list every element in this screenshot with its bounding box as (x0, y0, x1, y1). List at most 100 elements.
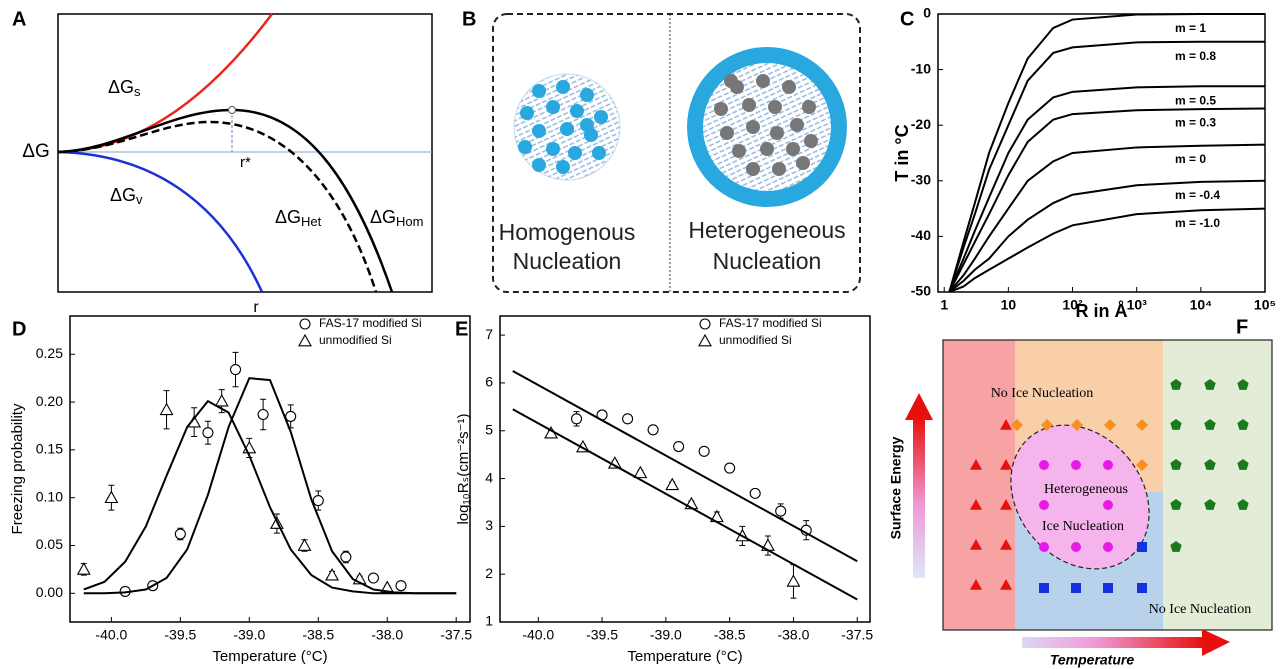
particle (556, 80, 570, 94)
square-marker (1103, 583, 1113, 593)
particle (724, 74, 738, 88)
legend-label: FAS-17 modified Si (719, 316, 822, 330)
diamond-marker (1011, 419, 1023, 431)
x-tick-label: -38.0 (371, 627, 403, 643)
square-marker (1137, 583, 1147, 593)
plot-frame (69, 315, 471, 623)
volume-curve (57, 150, 264, 293)
region (1163, 340, 1272, 630)
triangle-marker (786, 574, 801, 587)
het-curve (57, 120, 378, 293)
triangle-marker (970, 459, 982, 470)
panel-label: E (455, 318, 468, 340)
pentagon-marker (1170, 459, 1182, 470)
region-label: Heterogeneous (1044, 482, 1128, 497)
particle (570, 104, 584, 118)
triangle-marker (159, 402, 174, 416)
circle-marker (1103, 500, 1113, 510)
diamond-marker (1071, 419, 1083, 431)
panel-f: F No Ice Nucleation Heterogeneous Ice Nu… (888, 316, 1273, 668)
x-tick-label: -38.5 (714, 627, 746, 643)
circle-marker (257, 408, 269, 421)
curve-label-sub: Het (301, 214, 322, 229)
frame (492, 13, 861, 293)
circle-marker (724, 462, 736, 474)
triangle-marker (325, 568, 340, 581)
particle (532, 124, 546, 138)
circle-marker (367, 572, 379, 584)
region-label: No Ice Nucleation (1149, 602, 1252, 617)
series-label: m = 0.8 (1175, 49, 1216, 63)
arrow-label: Surface Energy (888, 436, 904, 539)
legend-marker (298, 333, 312, 347)
x-tick-label: -39.0 (650, 627, 682, 643)
arrow-shaft (1022, 637, 1204, 648)
x-tick-label: 10⁵ (1254, 297, 1276, 313)
y-label: ΔG (22, 141, 49, 162)
y-tick-label: 0.15 (36, 441, 63, 457)
y-tick-label: -40 (911, 227, 931, 243)
particle (772, 162, 786, 176)
curve-label-main: ΔG (108, 77, 134, 97)
particle (518, 140, 532, 154)
particle (796, 156, 810, 170)
pentagon-marker (1204, 499, 1216, 510)
surface-curve (57, 13, 273, 154)
triangle-marker (970, 499, 982, 510)
panel-label: F (1236, 316, 1248, 338)
x-tick-label: -38.5 (302, 627, 334, 643)
particle (594, 110, 608, 124)
region-label: Ice Nucleation (1042, 519, 1124, 534)
triangle-marker (214, 393, 229, 407)
y-tick-label: 2 (485, 565, 493, 581)
particle (742, 98, 756, 112)
arrow-head (905, 393, 933, 420)
y-tick-label: 6 (485, 374, 493, 390)
x-axis-label: Temperature (°C) (212, 648, 327, 665)
pentagon-marker (1204, 379, 1216, 390)
legend-marker (698, 333, 712, 347)
circle-marker (395, 580, 407, 592)
particle (532, 158, 546, 172)
frame (942, 339, 1273, 631)
pentagon-marker (1170, 379, 1182, 390)
circle-marker (202, 427, 214, 439)
arrow-head (1202, 629, 1230, 656)
line (83, 399, 457, 595)
legend-marker (699, 318, 711, 330)
y-tick-label: -30 (911, 172, 931, 188)
x-tick-label: 1 (940, 297, 948, 313)
particle (804, 134, 818, 148)
x-tick-label: -40.0 (95, 627, 127, 643)
line (948, 107, 1266, 293)
circle-marker (285, 410, 297, 422)
line (83, 377, 457, 595)
curve-label-main: ΔG (275, 207, 301, 227)
pentagon-marker (1170, 419, 1182, 430)
x-tick-label: -39.5 (164, 627, 196, 643)
triangle-marker (1000, 579, 1012, 590)
pentagon-marker (1237, 459, 1249, 470)
y-tick-label: 0.10 (36, 488, 63, 504)
circle-marker (1103, 542, 1113, 552)
particle (560, 122, 574, 136)
square-marker (1137, 542, 1147, 552)
particle (768, 100, 782, 114)
series-label: m = 0.5 (1175, 93, 1216, 107)
square-marker (1039, 583, 1049, 593)
arrow-label: Temperature (1050, 652, 1135, 668)
legend-label: unmodified Si (319, 333, 392, 347)
circle-marker (622, 413, 634, 425)
y-tick-label: -20 (911, 116, 931, 132)
circle-marker (174, 528, 186, 540)
particle (770, 126, 784, 140)
legend-label: FAS-17 modified Si (319, 316, 422, 330)
circle-marker (1039, 542, 1049, 552)
triangle-marker (970, 579, 982, 590)
y-tick-label: 4 (485, 469, 493, 485)
x-tick-label: -37.5 (841, 627, 873, 643)
triangle-marker (1000, 419, 1012, 430)
curve-label: ΔGv (110, 185, 143, 208)
